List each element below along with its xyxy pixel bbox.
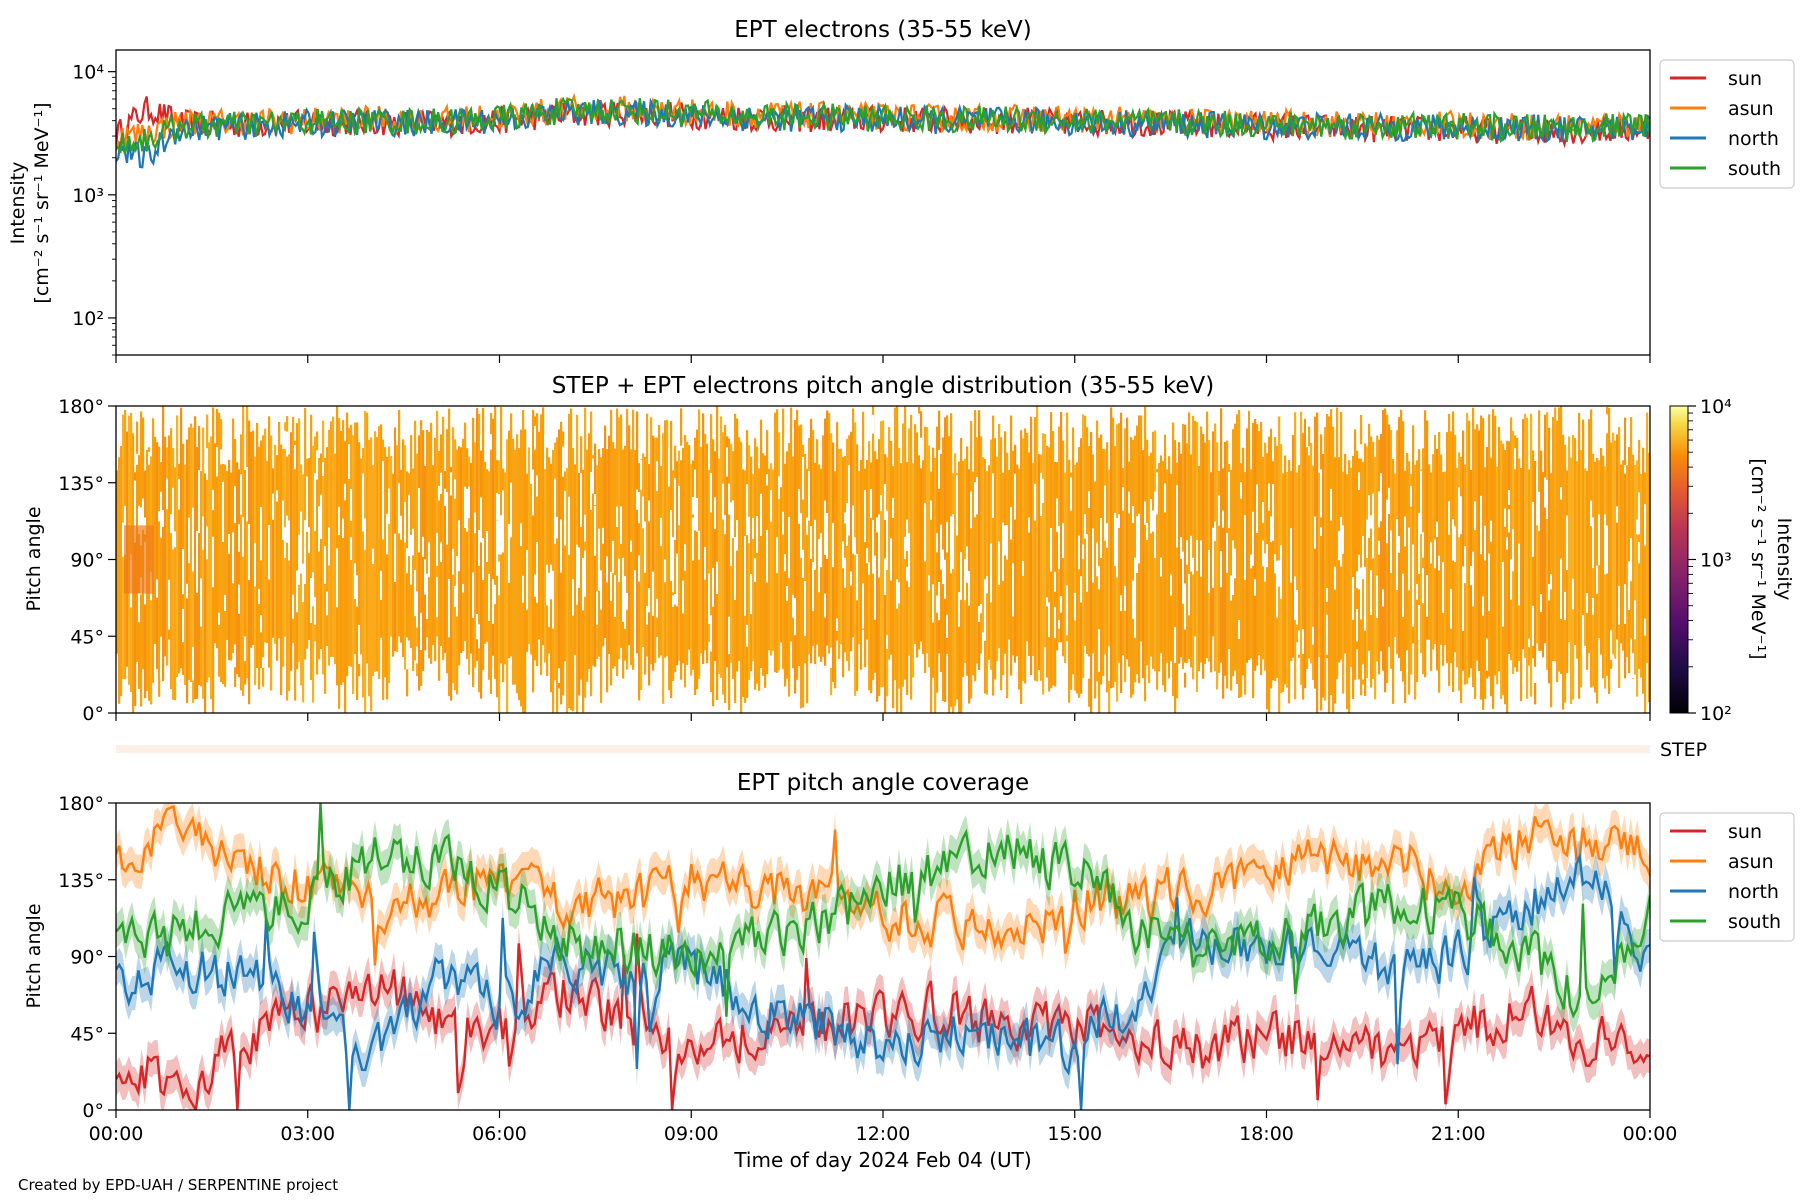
panel-pitch-angle-coverage: EPT pitch angle coverage 180° 135° 90° 45° 0… xyxy=(23,770,1795,1145)
panel2-x-ticks xyxy=(115,713,1651,721)
x-tick-label: 21:00 xyxy=(1431,1123,1486,1145)
panel1-y-tick-label: 10² xyxy=(72,308,104,330)
x-tick-label: 09:00 xyxy=(664,1123,719,1145)
panel1-title: EPT electrons (35-55 keV) xyxy=(734,17,1031,43)
legend-label-asun: asun xyxy=(1728,98,1774,120)
panel3-y-axis: 180° 135° 90° 45° 0° xyxy=(58,793,116,1122)
panel2-y-tick-label: 45° xyxy=(70,626,104,648)
panel-intensity: EPT electrons (35-55 keV) 10⁴ 10³ 10² Inte… xyxy=(7,17,1795,363)
legend-label-sun: sun xyxy=(1728,68,1762,90)
panel1-series xyxy=(116,92,1650,169)
panel2-y-tick-label: 90° xyxy=(70,550,104,572)
panel1-ylabel-units: [cm⁻² s⁻¹ sr⁻¹ MeV⁻¹] xyxy=(31,102,53,303)
legend-label-asun: asun xyxy=(1728,851,1774,873)
x-tick-label: 06:00 xyxy=(472,1123,527,1145)
colorbar-tick-label: 10³ xyxy=(1700,550,1732,572)
panel3-y-tick-label: 90° xyxy=(70,947,104,969)
panel1-x-ticks xyxy=(115,355,1651,363)
panel3-x-axis: 00:00 03:00 06:00 09:00 12:00 15:00 18:00 21:00… xyxy=(89,1110,1678,1145)
colorbar-label: Intensity xyxy=(1773,518,1795,601)
panel1-frame xyxy=(115,49,1651,356)
series-line-south xyxy=(116,803,1650,1019)
panel-pitch-angle-distribution: STEP + EPT electrons pitch angle distrib… xyxy=(23,373,1795,761)
panel1-y-axis: 10⁴ 10³ 10² xyxy=(72,62,116,356)
x-tick-label: 12:00 xyxy=(856,1123,911,1145)
panel1-y-tick-label: 10⁴ xyxy=(72,62,104,84)
panel1-y-tick-label: 10³ xyxy=(72,185,104,207)
x-tick-label: 15:00 xyxy=(1047,1123,1102,1145)
colorbar-tick-label: 10² xyxy=(1700,703,1732,725)
series-band-south xyxy=(116,803,1650,1034)
panel2-y-tick-label: 180° xyxy=(58,396,104,418)
legend-label-north: north xyxy=(1728,128,1779,150)
panel3-y-tick-label: 180° xyxy=(58,793,104,815)
x-tick-label: 00:00 xyxy=(1623,1123,1678,1145)
x-axis-label: Time of day 2024 Feb 04 (UT) xyxy=(733,1148,1031,1172)
panel2-heatmap xyxy=(116,406,1650,713)
legend-label-sun: sun xyxy=(1728,821,1762,843)
panel2-ylabel: Pitch angle xyxy=(23,506,45,611)
step-label: STEP xyxy=(1660,739,1707,761)
series-line-asun xyxy=(116,804,1650,966)
series-band-sun xyxy=(116,916,1650,1110)
colorbar-units: [cm⁻² s⁻¹ sr⁻¹ MeV⁻¹] xyxy=(1747,458,1769,659)
step-strip xyxy=(116,745,1650,753)
panel2-title: STEP + EPT electrons pitch angle distrib… xyxy=(552,373,1214,399)
series-line-south xyxy=(116,96,1650,155)
panel3-y-tick-label: 135° xyxy=(58,870,104,892)
panel1-legend: sun asun north south xyxy=(1659,59,1795,189)
x-tick-label: 18:00 xyxy=(1239,1123,1294,1145)
x-tick-label: 00:00 xyxy=(89,1123,144,1145)
colorbar: 10⁴ 10³ 10² Intensity [cm⁻² s⁻¹ sr⁻¹ MeV⁻¹… xyxy=(1669,396,1795,725)
legend-label-south: south xyxy=(1728,911,1781,933)
panel3-y-tick-label: 0° xyxy=(82,1100,104,1122)
panel1-ylabel: Intensity xyxy=(7,162,29,245)
panel3-series xyxy=(116,803,1650,1110)
panel3-title: EPT pitch angle coverage xyxy=(737,770,1029,796)
series-line-north xyxy=(116,853,1650,1110)
series-line-sun xyxy=(116,933,1650,1110)
legend-label-south: south xyxy=(1728,158,1781,180)
panel3-ylabel: Pitch angle xyxy=(23,903,45,1008)
panel3-y-tick-label: 45° xyxy=(70,1023,104,1045)
panel2-y-tick-label: 135° xyxy=(58,473,104,495)
x-tick-label: 03:00 xyxy=(280,1123,335,1145)
series-band-asun xyxy=(116,803,1650,983)
panel3-legend: sun asun north south xyxy=(1659,812,1795,942)
legend-label-north: north xyxy=(1728,881,1779,903)
colorbar-ticks: 10⁴ 10³ 10² xyxy=(1688,396,1732,725)
footer-credit: Created by EPD-UAH / SERPENTINE project xyxy=(18,1176,338,1194)
panel2-y-tick-label: 0° xyxy=(82,703,104,725)
panel2-y-axis: 180° 135° 90° 45° 0° xyxy=(58,396,116,725)
colorbar-gradient xyxy=(1669,405,1689,714)
colorbar-tick-label: 10⁴ xyxy=(1700,396,1732,418)
